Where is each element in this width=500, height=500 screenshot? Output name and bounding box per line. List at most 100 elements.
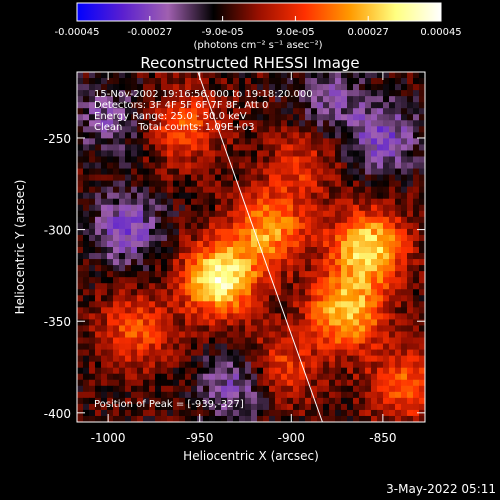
- heatmap-cell: [101, 234, 108, 242]
- heatmap-cell: [77, 78, 84, 85]
- heatmap-cell: [125, 78, 132, 85]
- heatmap-cell: [287, 409, 294, 417]
- heatmap-cell: [119, 349, 126, 357]
- heatmap-cell: [233, 228, 240, 236]
- heatmap-cell: [167, 222, 174, 230]
- heatmap-cell: [371, 180, 378, 188]
- heatmap-cell: [275, 126, 282, 133]
- heatmap-cell: [209, 114, 216, 121]
- heatmap-cell: [233, 84, 240, 91]
- heatmap-cell: [203, 198, 210, 206]
- heatmap-cell: [305, 385, 312, 393]
- heatmap-cell: [335, 373, 342, 381]
- heatmap-cell: [113, 150, 120, 158]
- heatmap-cell: [107, 385, 114, 393]
- heatmap-cell: [395, 96, 402, 103]
- heatmap-cell: [413, 240, 420, 248]
- heatmap-cell: [377, 319, 384, 327]
- heatmap-cell: [197, 253, 204, 260]
- heatmap-cell: [107, 138, 114, 146]
- heatmap-cell: [305, 403, 312, 411]
- heatmap-cell: [401, 247, 408, 254]
- heatmap-cell: [131, 385, 138, 393]
- y-tick-label: -400: [44, 407, 71, 421]
- heatmap-cell: [317, 192, 324, 200]
- heatmap-cell: [137, 247, 144, 254]
- heatmap-cell: [119, 367, 126, 375]
- heatmap-cell: [365, 210, 372, 218]
- heatmap-cell: [389, 144, 396, 152]
- heatmap-cell: [215, 403, 222, 411]
- heatmap-cell: [113, 84, 120, 91]
- heatmap-cell: [233, 156, 240, 164]
- heatmap-cell: [407, 415, 414, 422]
- heatmap-cell: [305, 90, 312, 97]
- heatmap-cell: [299, 391, 306, 399]
- heatmap-cell: [239, 138, 246, 146]
- heatmap-cell: [389, 313, 396, 321]
- heatmap-cell: [227, 198, 234, 206]
- heatmap-cell: [113, 343, 120, 351]
- heatmap-cell: [353, 156, 360, 164]
- heatmap-cell: [281, 198, 288, 206]
- heatmap-cell: [167, 216, 174, 224]
- heatmap-cell: [185, 379, 192, 387]
- heatmap-cell: [311, 355, 318, 363]
- heatmap-cell: [185, 180, 192, 188]
- heatmap-cell: [251, 307, 258, 314]
- heatmap-cell: [101, 361, 108, 369]
- heatmap-cell: [119, 72, 126, 79]
- heatmap-cell: [107, 271, 114, 278]
- heatmap-cell: [125, 120, 132, 127]
- heatmap-cell: [311, 108, 318, 115]
- heatmap-cell: [161, 102, 168, 109]
- heatmap-cell: [395, 313, 402, 321]
- heatmap-cell: [251, 397, 258, 405]
- heatmap-cell: [95, 168, 102, 176]
- heatmap-cell: [155, 295, 162, 302]
- heatmap-cell: [167, 271, 174, 278]
- heatmap-cell: [119, 186, 126, 194]
- heatmap-cell: [263, 108, 270, 115]
- heatmap-cell: [149, 367, 156, 375]
- heatmap-cell: [155, 192, 162, 200]
- heatmap-cell: [347, 186, 354, 194]
- heatmap-cell: [161, 361, 168, 369]
- heatmap-cell: [221, 349, 228, 357]
- heatmap-cell: [131, 102, 138, 109]
- heatmap-cell: [143, 144, 150, 152]
- heatmap-cell: [257, 192, 264, 200]
- heatmap-cell: [185, 84, 192, 91]
- heatmap-cell: [191, 367, 198, 375]
- heatmap-cell: [251, 72, 258, 79]
- heatmap-cell: [203, 102, 210, 109]
- heatmap-cell: [107, 355, 114, 363]
- heatmap-cell: [221, 222, 228, 230]
- heatmap-cell: [119, 409, 126, 417]
- heatmap-cell: [353, 228, 360, 236]
- heatmap-cell: [155, 313, 162, 321]
- heatmap-cell: [329, 373, 336, 381]
- heatmap-cell: [185, 403, 192, 411]
- heatmap-cell: [371, 150, 378, 158]
- heatmap-cell: [287, 271, 294, 278]
- heatmap-cell: [119, 180, 126, 188]
- heatmap-cell: [377, 373, 384, 381]
- heatmap-cell: [155, 409, 162, 417]
- heatmap-cell: [305, 222, 312, 230]
- heatmap-cell: [209, 379, 216, 387]
- heatmap-cell: [407, 259, 414, 266]
- heatmap-cell: [143, 216, 150, 224]
- heatmap-cell: [395, 385, 402, 393]
- heatmap-cell: [167, 313, 174, 321]
- heatmap-cell: [365, 216, 372, 224]
- heatmap-cell: [191, 102, 198, 109]
- heatmap-cell: [419, 283, 425, 290]
- heatmap-cell: [239, 72, 246, 79]
- heatmap-cell: [119, 156, 126, 164]
- heatmap-cell: [191, 247, 198, 254]
- heatmap-cell: [377, 192, 384, 200]
- heatmap-cell: [311, 162, 318, 170]
- heatmap-cell: [83, 307, 90, 314]
- heatmap-cell: [251, 301, 258, 308]
